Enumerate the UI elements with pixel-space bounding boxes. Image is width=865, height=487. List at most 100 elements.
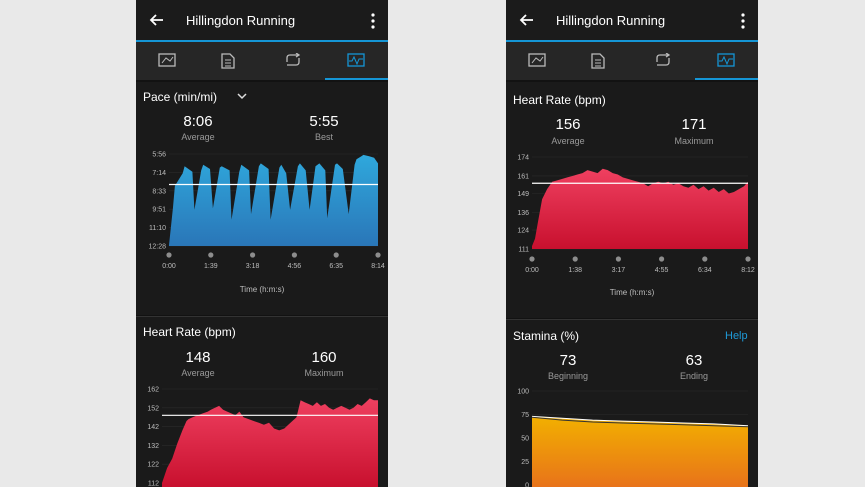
tab-charts[interactable] [325, 42, 388, 80]
app-title: Hillingdon Running [556, 13, 666, 28]
tab-charts[interactable] [695, 42, 758, 80]
x-tick-dot [529, 256, 535, 262]
y-tick-label: 5:56 [152, 152, 166, 159]
details-document-icon [591, 53, 605, 69]
phone-screen-right: Hillingdon Running Heart Rate (bpm) 156 … [506, 0, 758, 487]
y-tick-label: 25 [521, 459, 529, 466]
stamina-chart: 100 75 50 25 0 [517, 389, 749, 487]
hr-average-label: Average [181, 368, 215, 378]
y-tick-label: 124 [517, 228, 529, 235]
heart-rate-chart: 162 152 142 132 122 112 [147, 387, 378, 487]
heart-rate-chart: 174 161 149 136 124 111 0:00 1:38 3:17 4:55 6:34 8:… [517, 155, 755, 275]
y-tick-label: 100 [517, 389, 529, 396]
tab-details[interactable] [569, 42, 632, 80]
summary-card-icon [528, 53, 546, 67]
divider [506, 319, 758, 320]
phone-screen-left: Hillingdon Running Pace (min/mi) 8:06 Av… [136, 0, 388, 487]
hr-maximum-label: Maximum [304, 368, 344, 378]
y-tick-label: 9:51 [152, 207, 166, 214]
series-area [532, 168, 748, 249]
x-tick-label: 8:12 [741, 267, 755, 274]
x-tick-label: 0:00 [525, 267, 539, 274]
y-tick-label: 112 [148, 481, 159, 487]
app-title: Hillingdon Running [186, 13, 296, 28]
help-link[interactable]: Help [725, 330, 748, 342]
back-arrow-icon[interactable] [514, 7, 540, 33]
x-tick-dot [615, 256, 621, 262]
tab-laps[interactable] [632, 42, 695, 80]
x-tick-dot [702, 256, 708, 262]
x-tick-dot [745, 256, 751, 262]
y-tick-label: 162 [147, 387, 159, 394]
more-options-icon[interactable] [738, 11, 748, 31]
x-tick-label: 8:14 [371, 263, 385, 270]
x-tick-label: 3:17 [612, 267, 626, 274]
tab-bar [136, 42, 388, 80]
pace-chart: 5:56 7:14 8:33 9:51 11:10 12:28 0:00 1:39 3:18 4:… [148, 152, 385, 271]
details-document-icon [221, 53, 235, 69]
heart-rate-section: Heart Rate (bpm) 148 Average 160 Maximum… [136, 317, 388, 487]
divider [136, 316, 388, 317]
series-area [532, 416, 748, 487]
x-tick-label: 6:34 [698, 267, 712, 274]
stamina-section: Stamina (%) Help 73 Beginning 63 Ending … [506, 320, 758, 487]
y-tick-label: 152 [147, 405, 159, 412]
chevron-down-icon[interactable] [236, 91, 248, 101]
stamina-beginning-value: 73 [559, 352, 577, 369]
hr-maximum-value: 160 [311, 349, 337, 366]
y-tick-label: 111 [518, 247, 529, 254]
y-tick-label: 142 [147, 424, 159, 431]
y-tick-label: 161 [517, 173, 529, 180]
x-tick-label: 1:38 [568, 267, 582, 274]
heart-rate-section: Heart Rate (bpm) 156 Average 171 Maximum… [506, 82, 758, 318]
laps-loop-icon [656, 53, 671, 66]
y-tick-label: 149 [517, 191, 529, 198]
hr-average-value: 156 [555, 116, 581, 133]
x-tick-dot [375, 252, 381, 258]
tab-summary[interactable] [506, 42, 569, 80]
tab-bar [506, 42, 758, 80]
y-tick-label: 8:33 [152, 188, 166, 195]
y-tick-label: 122 [147, 462, 159, 469]
x-tick-label: 6:35 [329, 263, 343, 270]
x-tick-dot [291, 252, 297, 258]
y-tick-label: 12:28 [148, 244, 166, 251]
x-tick-label: 0:00 [162, 263, 176, 270]
stamina-ending-value: 63 [685, 352, 703, 369]
app-bar: Hillingdon Running [506, 0, 758, 42]
more-options-icon[interactable] [368, 11, 378, 31]
x-tick-label: 4:55 [655, 267, 669, 274]
pace-best-value: 5:55 [309, 113, 339, 130]
x-tick-label: 4:56 [288, 263, 302, 270]
y-tick-label: 11:10 [149, 225, 166, 232]
summary-card-icon [158, 53, 176, 67]
hr-maximum-label: Maximum [674, 136, 714, 146]
y-tick-label: 174 [517, 155, 529, 162]
x-tick-dot [659, 256, 665, 262]
section-title: Pace (min/mi) [143, 90, 218, 104]
pace-section: Pace (min/mi) 8:06 Average 5:55 Best 5:5… [136, 82, 388, 315]
back-arrow-icon[interactable] [144, 7, 170, 33]
series-line [531, 416, 749, 428]
x-axis-title: Time (h:m:s) [239, 285, 285, 294]
app-bar: Hillingdon Running [136, 0, 388, 42]
pace-average-label: Average [181, 132, 215, 142]
x-tick-dot [333, 252, 339, 258]
laps-loop-icon [286, 53, 301, 66]
hr-maximum-value: 171 [681, 116, 707, 133]
section-title: Heart Rate (bpm) [143, 325, 236, 339]
series-area [169, 154, 378, 246]
x-axis-title: Time (h:m:s) [609, 288, 655, 297]
x-tick-dot [572, 256, 578, 262]
x-tick-dot [250, 252, 256, 258]
tab-details[interactable] [199, 42, 262, 80]
tab-laps[interactable] [262, 42, 325, 80]
stamina-ending-label: Ending [679, 371, 709, 381]
tab-summary[interactable] [136, 42, 199, 80]
x-tick-dot [166, 252, 172, 258]
hr-average-value: 148 [185, 349, 211, 366]
x-tick-dot [208, 252, 214, 258]
series-line [531, 415, 749, 427]
section-title: Stamina (%) [513, 329, 580, 343]
hr-average-label: Average [551, 136, 585, 146]
